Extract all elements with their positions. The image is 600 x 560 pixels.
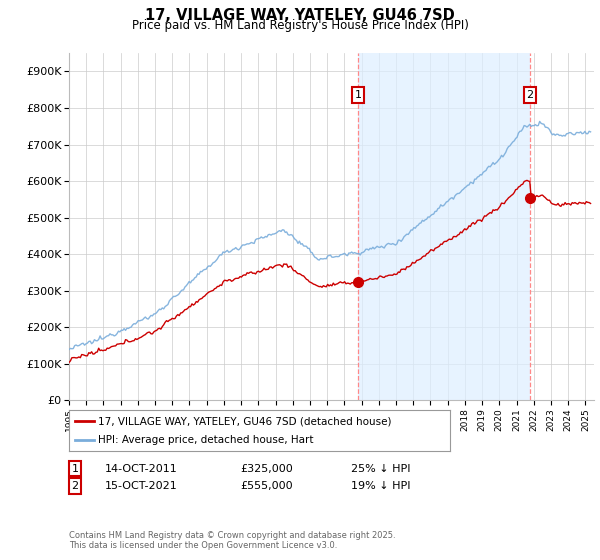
Text: 14-OCT-2011: 14-OCT-2011 bbox=[105, 464, 178, 474]
Text: HPI: Average price, detached house, Hart: HPI: Average price, detached house, Hart bbox=[98, 435, 313, 445]
Text: 2: 2 bbox=[71, 481, 79, 491]
Text: £325,000: £325,000 bbox=[240, 464, 293, 474]
Text: Price paid vs. HM Land Registry's House Price Index (HPI): Price paid vs. HM Land Registry's House … bbox=[131, 19, 469, 32]
Text: Contains HM Land Registry data © Crown copyright and database right 2025.
This d: Contains HM Land Registry data © Crown c… bbox=[69, 531, 395, 550]
Text: 1: 1 bbox=[355, 90, 362, 100]
Bar bbox=[358, 53, 530, 400]
Text: 17, VILLAGE WAY, YATELEY, GU46 7SD: 17, VILLAGE WAY, YATELEY, GU46 7SD bbox=[145, 8, 455, 24]
Text: 2: 2 bbox=[527, 90, 534, 100]
Text: 17, VILLAGE WAY, YATELEY, GU46 7SD (detached house): 17, VILLAGE WAY, YATELEY, GU46 7SD (deta… bbox=[98, 417, 391, 426]
Text: 25% ↓ HPI: 25% ↓ HPI bbox=[351, 464, 410, 474]
Text: 15-OCT-2021: 15-OCT-2021 bbox=[105, 481, 178, 491]
Text: 19% ↓ HPI: 19% ↓ HPI bbox=[351, 481, 410, 491]
Text: 1: 1 bbox=[71, 464, 79, 474]
Text: £555,000: £555,000 bbox=[240, 481, 293, 491]
